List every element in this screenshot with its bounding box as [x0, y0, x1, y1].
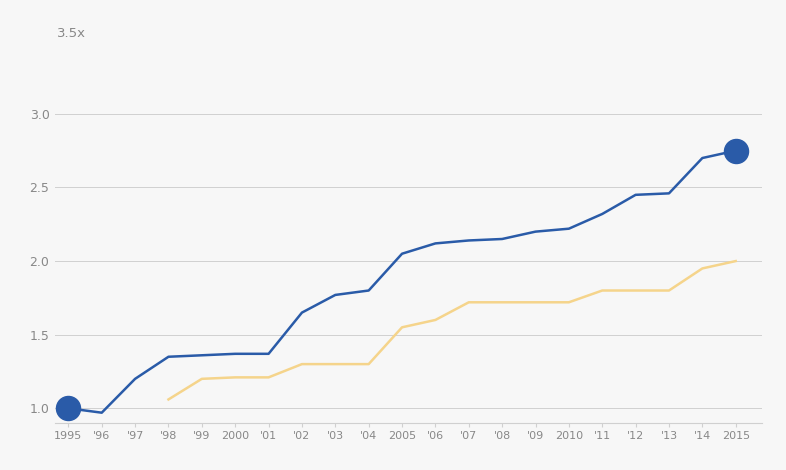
Text: 3.5x: 3.5x: [57, 27, 86, 40]
Point: [62, 405, 75, 412]
Point: [729, 147, 742, 155]
